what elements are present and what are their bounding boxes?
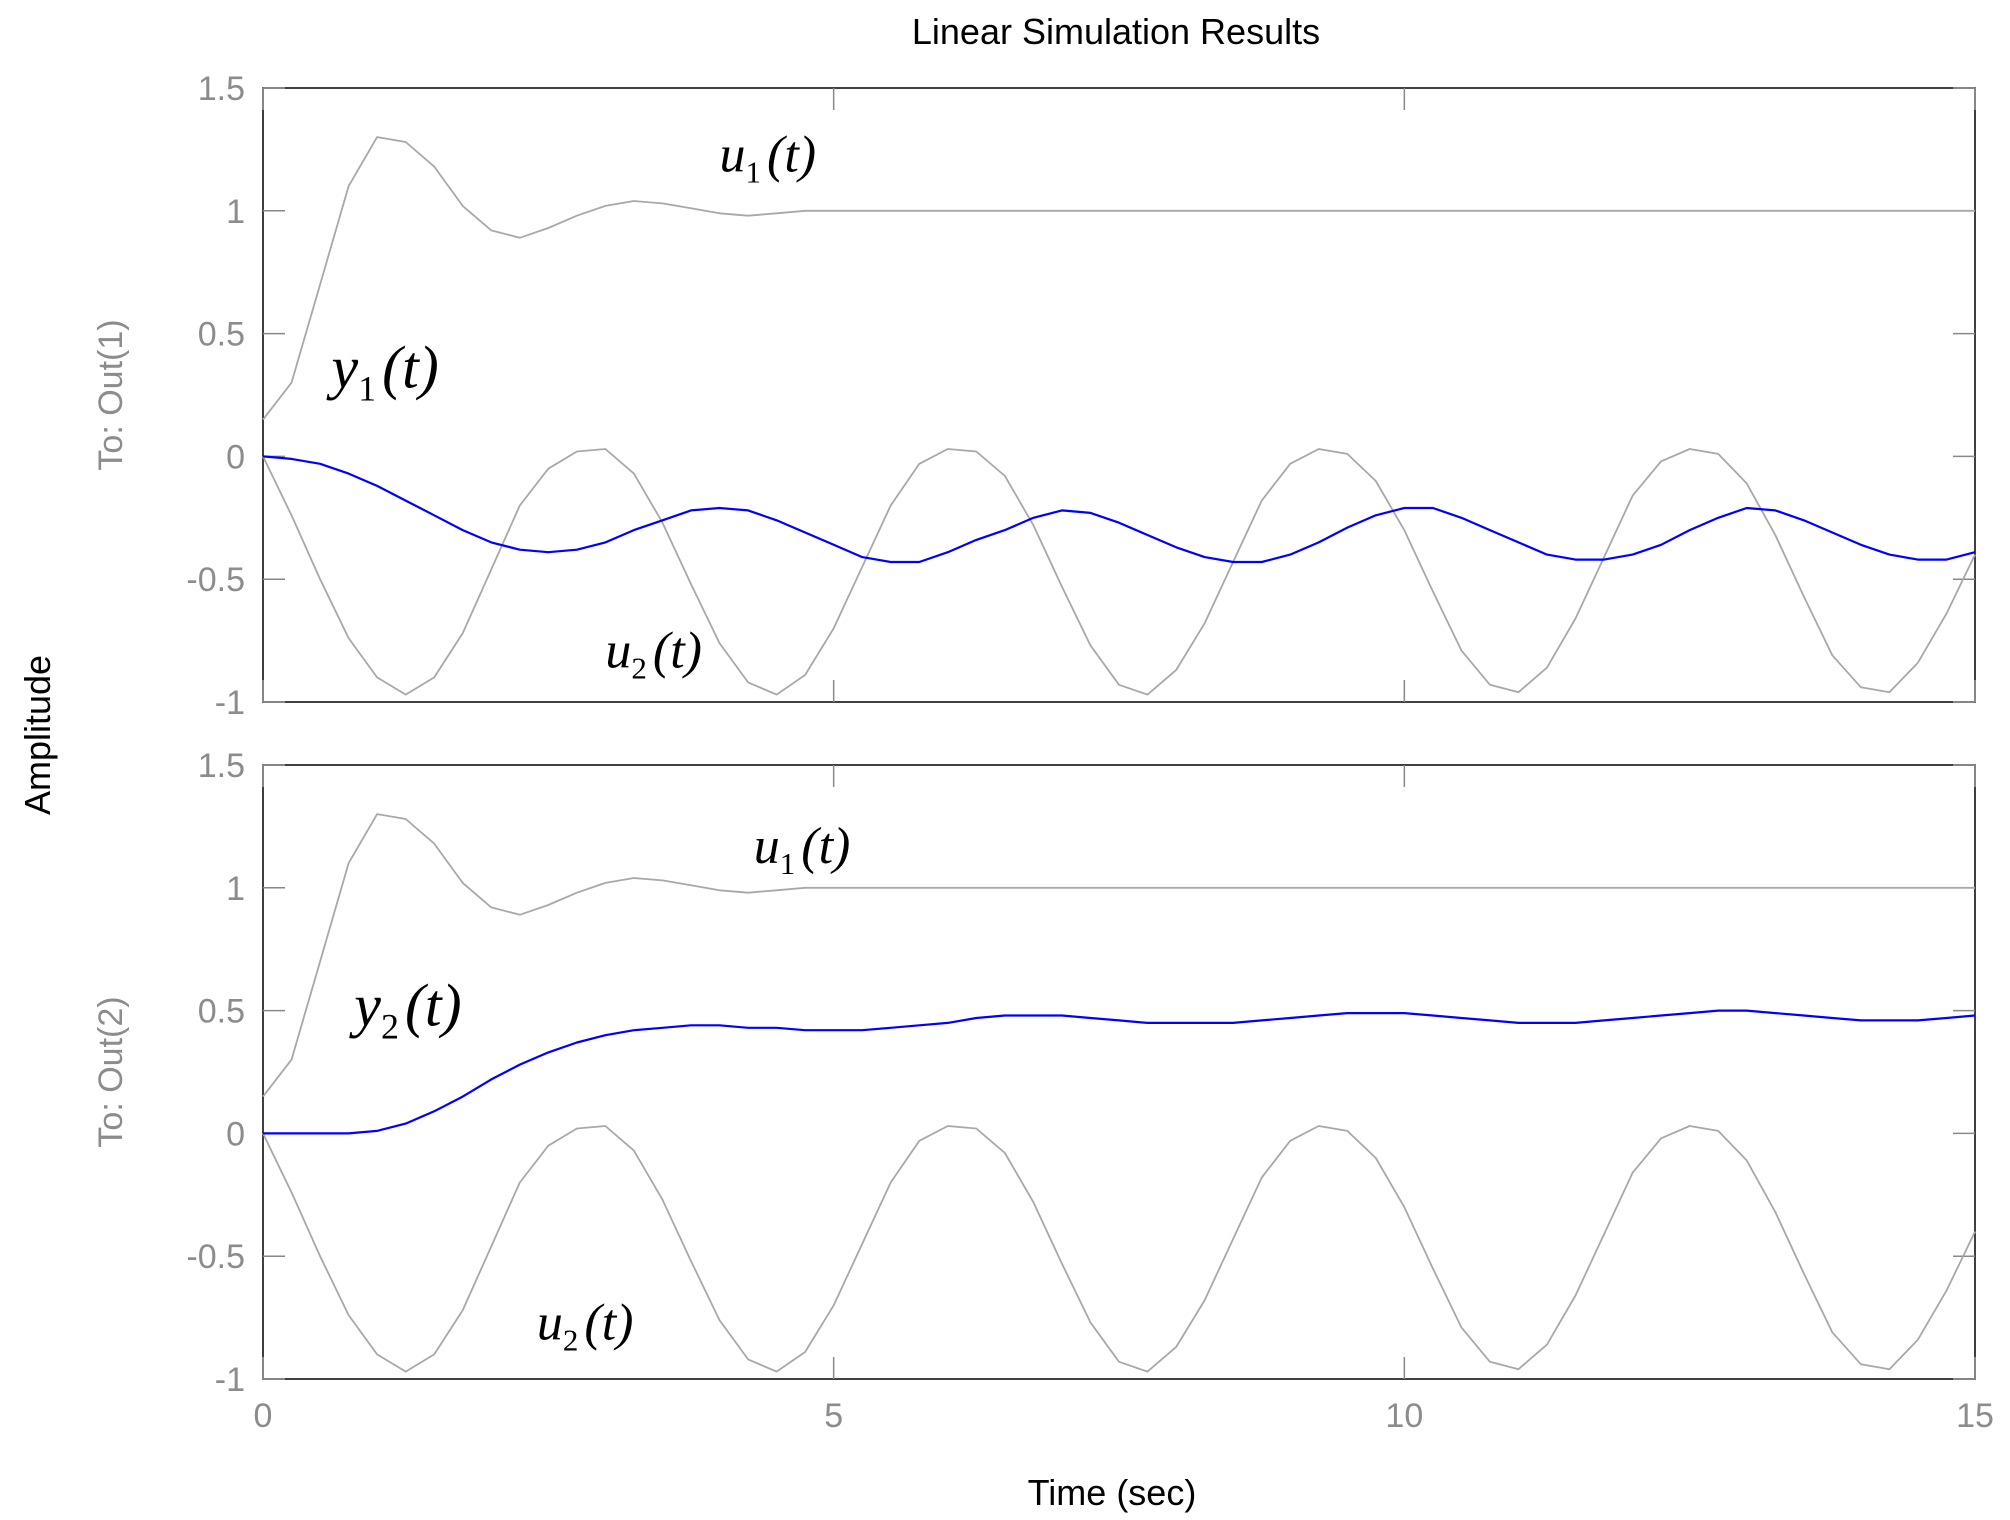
y-tick-label: -0.5 [186,1238,245,1276]
x-axis-title: Time (sec) [1028,1472,1197,1513]
y-tick-label: 0.5 [198,316,245,354]
series-line-y2 [263,1009,1976,1135]
y-axis-title: Amplitude [17,655,58,815]
signal-annotation-u1: u1 (t) [720,127,817,190]
y-tick-label: -1 [215,1361,245,1399]
signal-annotation-u1: u1 (t) [754,818,851,881]
y-tick-label: -0.5 [186,561,245,599]
y-tick-label: -1 [215,684,245,722]
x-tick-label: 10 [1385,1397,1423,1435]
subplots-group: 1.510.50-0.5-1To: Out(1)u1 (t)y1 (t)u2 (t)1… [92,70,1994,1435]
series-line-u2 [262,1125,1976,1373]
signal-annotation-y1: y1 (t) [325,335,438,409]
signal-annotation-u2: u2 (t) [605,623,702,686]
subplot-1: 1.5 1 0.5 0 -0.5 -1 To: Out(1) u1 (t) y1 (t) u2 (t) [92,70,1976,722]
signal-annotation-y2: y2 (t) [348,972,461,1046]
output-row-label: To: Out(1) [92,319,130,470]
y-tick-label: 1.5 [198,747,245,785]
chart-title: Linear Simulation Results [912,11,1320,52]
y-tick-label: 1 [226,870,245,908]
plot-frame [262,87,1976,703]
output-row-label: To: Out(2) [92,996,130,1147]
series-line-y1 [262,455,1976,564]
x-tick-label: 15 [1956,1397,1994,1435]
series-line-u1 [262,813,1975,1098]
series-line-u2 [262,448,1976,696]
series-line-u1 [262,136,1975,421]
x-tick-label: 0 [254,1397,273,1435]
y-tick-label: 0.5 [198,993,245,1031]
plot-frame [262,764,1976,1380]
y-tick-label: 1.5 [198,70,245,108]
signal-annotation-u2: u2 (t) [537,1295,634,1358]
y-tick-label: 1 [226,193,245,231]
y-tick-label: 0 [226,1115,245,1153]
y-tick-label: 0 [226,438,245,476]
x-tick-label: 5 [824,1397,843,1435]
